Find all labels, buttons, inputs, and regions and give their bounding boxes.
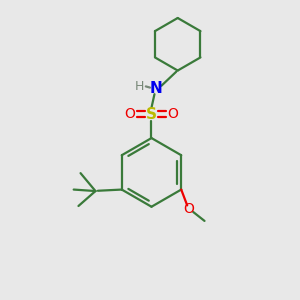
Text: S: S [146,107,157,122]
Text: N: N [150,81,162,96]
Text: O: O [183,202,194,216]
Text: O: O [168,107,178,121]
Text: H: H [134,80,144,93]
Text: O: O [124,107,135,121]
